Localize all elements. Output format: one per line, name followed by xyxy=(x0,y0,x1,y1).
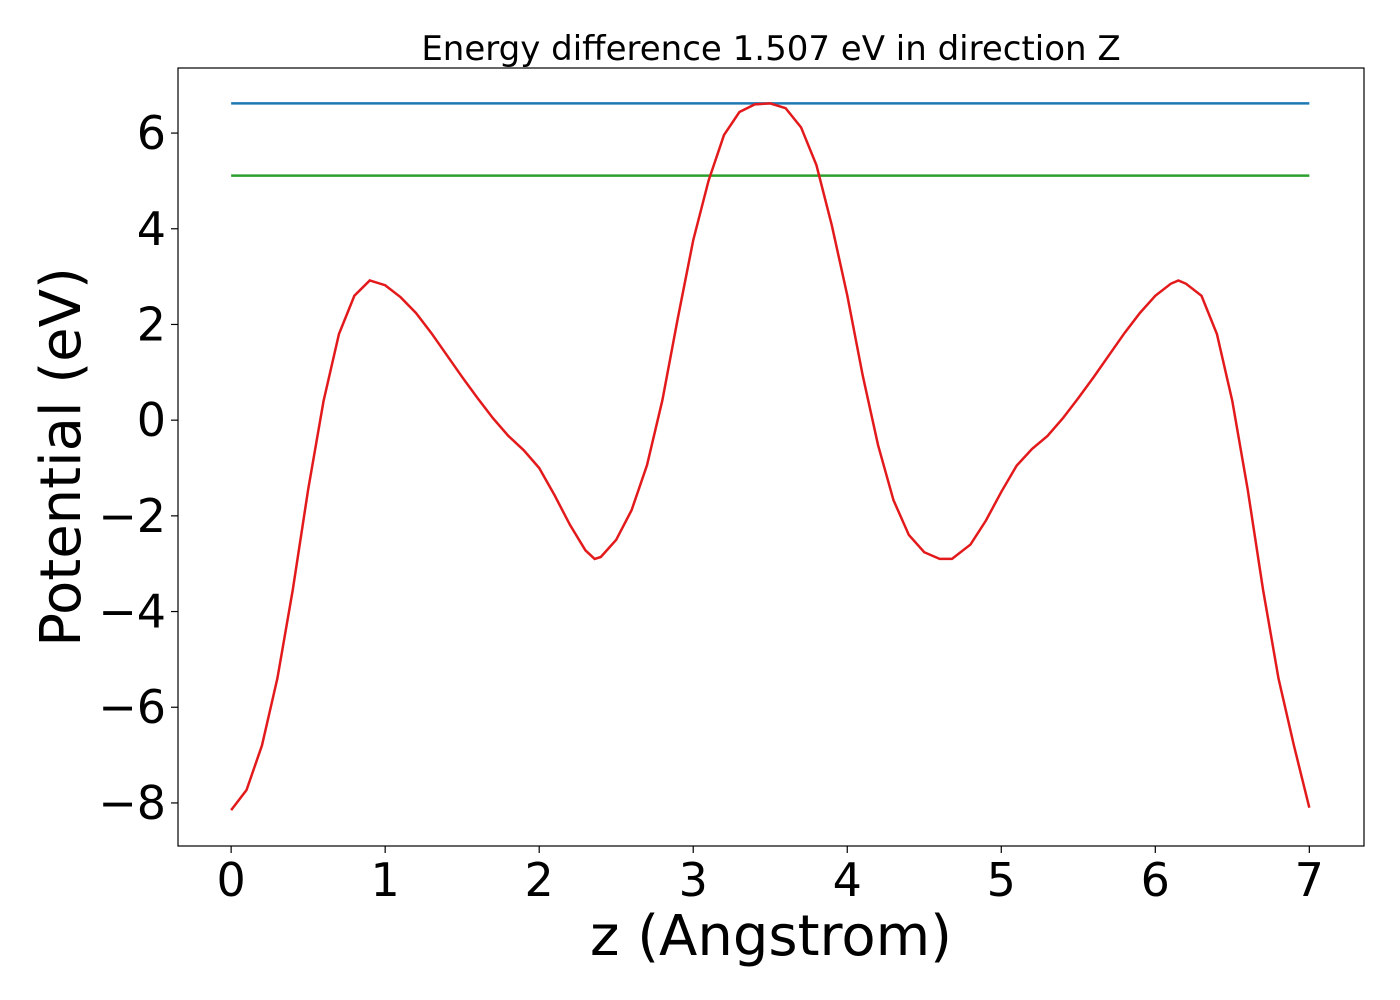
plot-frame xyxy=(177,67,1365,847)
x-tick-label: 3 xyxy=(679,853,708,907)
line-series xyxy=(230,102,1311,811)
y-tick-label: 4 xyxy=(137,202,166,256)
y-tick-label: −8 xyxy=(98,776,166,830)
chart-title: Energy difference 1.507 eV in direction … xyxy=(421,29,1120,69)
y-tick-label: 0 xyxy=(137,393,166,447)
x-tick-label: 7 xyxy=(1295,853,1324,907)
x-tick-label: 2 xyxy=(525,853,554,907)
y-tick-label: −6 xyxy=(98,680,166,734)
y-axis-label: Potential (eV) xyxy=(29,267,94,647)
y-tick-label: 6 xyxy=(137,106,166,160)
y-tick-label: −2 xyxy=(98,489,166,543)
y-tick-label: 2 xyxy=(137,297,166,351)
x-axis-label: z (Angstrom) xyxy=(590,904,952,969)
x-tick-label: 4 xyxy=(833,853,862,907)
x-tick-label: 0 xyxy=(216,853,245,907)
x-tick-label: 5 xyxy=(987,853,1016,907)
x-tick-label: 6 xyxy=(1141,853,1170,907)
x-tick-label: 1 xyxy=(371,853,400,907)
y-tick-label: −4 xyxy=(98,585,166,639)
